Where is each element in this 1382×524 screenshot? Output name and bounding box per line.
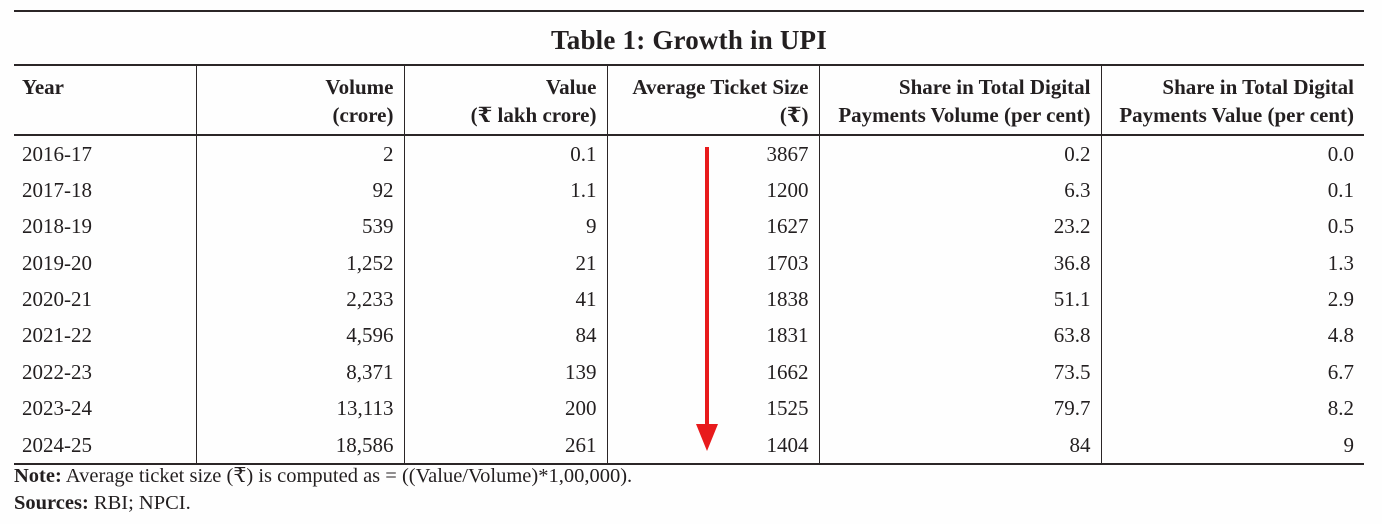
cell-value: 21 bbox=[403, 245, 607, 282]
table-row: 2017-18 92 1.1 1200 6.3 0.1 bbox=[14, 172, 1364, 209]
header-value-sublabel: (₹ lakh crore) bbox=[470, 102, 597, 127]
cell-volume: 8,371 bbox=[195, 354, 404, 391]
header-year: Year bbox=[14, 65, 196, 135]
cell-value: 41 bbox=[403, 281, 607, 318]
cell-volume: 2 bbox=[195, 134, 404, 173]
table-body: 2016-17 2 0.1 3867 0.2 0.0 2017-18 92 1.… bbox=[14, 134, 1364, 465]
header-share-value-label: Share in Total Digital bbox=[1162, 75, 1354, 99]
header-share-value: Share in Total Digital Payments Value (p… bbox=[1100, 65, 1364, 135]
cell-share-value: 2.9 bbox=[1100, 281, 1364, 318]
red-down-arrow-icon bbox=[705, 147, 709, 426]
table-row: 2022-23 8,371 139 1662 73.5 6.7 bbox=[14, 354, 1364, 391]
cell-year: 2017-18 bbox=[22, 177, 92, 202]
cell-avg-ticket-size: 1525 bbox=[606, 390, 819, 427]
header-share-value-sublabel: Payments Value (per cent) bbox=[1119, 102, 1354, 127]
cell-value: 0.1 bbox=[403, 134, 607, 173]
cell-volume: 1,252 bbox=[195, 245, 404, 282]
sources-text: RBI; NPCI. bbox=[88, 492, 191, 514]
cell-share-value: 0.5 bbox=[1100, 208, 1364, 246]
cell-value: 9 bbox=[403, 208, 607, 246]
header-row: Year Volume (crore) Value (₹ lakh crore)… bbox=[14, 65, 1364, 135]
cell-volume: 2,233 bbox=[195, 281, 404, 318]
cell-share-volume: 63.8 bbox=[818, 317, 1101, 355]
cell-year: 2022-23 bbox=[22, 359, 92, 384]
cell-volume: 539 bbox=[195, 208, 404, 246]
cell-avg-ticket-size: 1662 bbox=[606, 354, 819, 391]
cell-share-volume: 6.3 bbox=[818, 172, 1101, 209]
note-label: Note: bbox=[14, 465, 62, 487]
cell-share-volume: 0.2 bbox=[818, 134, 1101, 173]
cell-share-value: 8.2 bbox=[1100, 390, 1364, 427]
cell-value: 1.1 bbox=[403, 172, 607, 209]
header-value-label: Value bbox=[545, 75, 597, 99]
cell-share-volume: 84 bbox=[818, 426, 1101, 465]
header-volume: Volume (crore) bbox=[195, 65, 404, 135]
cell-year: 2020-21 bbox=[22, 287, 92, 312]
upi-growth-table: Year Volume (crore) Value (₹ lakh crore)… bbox=[14, 64, 1364, 465]
cell-value: 84 bbox=[403, 317, 607, 355]
cell-share-volume: 51.1 bbox=[818, 281, 1101, 318]
table-row: 2020-21 2,233 41 1838 51.1 2.9 bbox=[14, 281, 1364, 318]
cell-share-value: 1.3 bbox=[1100, 245, 1364, 282]
cell-value: 200 bbox=[403, 390, 607, 427]
cell-year: 2016-17 bbox=[22, 141, 92, 166]
header-avg-ticket-size-label: Average Ticket Size bbox=[632, 75, 809, 99]
cell-avg-ticket-size: 3867 bbox=[606, 134, 819, 173]
header-avg-ticket-size-sublabel: (₹) bbox=[779, 102, 809, 127]
cell-share-value: 0.1 bbox=[1100, 172, 1364, 209]
cell-avg-ticket-size: 1703 bbox=[606, 245, 819, 282]
table-row: 2023-24 13,113 200 1525 79.7 8.2 bbox=[14, 390, 1364, 427]
table-sources: Sources: RBI; NPCI. bbox=[14, 491, 1374, 517]
table-row: 2021-22 4,596 84 1831 63.8 4.8 bbox=[14, 317, 1364, 355]
header-volume-label: Volume bbox=[325, 75, 394, 99]
red-down-arrowhead-icon bbox=[696, 424, 718, 451]
sources-label: Sources: bbox=[14, 492, 89, 514]
cell-avg-ticket-size: 1627 bbox=[606, 208, 819, 246]
cell-share-value: 0.0 bbox=[1100, 134, 1364, 173]
table-row: 2016-17 2 0.1 3867 0.2 0.0 bbox=[14, 134, 1364, 173]
header-avg-ticket-size: Average Ticket Size (₹) bbox=[606, 65, 819, 135]
table-header: Year Volume (crore) Value (₹ lakh crore)… bbox=[14, 65, 1364, 135]
cell-year: 2019-20 bbox=[22, 250, 92, 275]
cell-avg-ticket-size: 1200 bbox=[606, 172, 819, 209]
header-year-label: Year bbox=[22, 75, 64, 99]
cell-avg-ticket-size: 1838 bbox=[606, 281, 819, 318]
header-volume-sublabel: (crore) bbox=[332, 102, 394, 127]
cell-share-volume: 36.8 bbox=[818, 245, 1101, 282]
cell-year: 2024-25 bbox=[22, 432, 92, 457]
table-row: 2018-19 539 9 1627 23.2 0.5 bbox=[14, 208, 1364, 246]
header-share-volume: Share in Total Digital Payments Volume (… bbox=[818, 65, 1101, 135]
cell-share-volume: 79.7 bbox=[818, 390, 1101, 427]
cell-volume: 4,596 bbox=[195, 317, 404, 355]
table-row: 2024-25 18,586 261 1404 84 9 bbox=[14, 426, 1364, 465]
header-share-volume-sublabel: Payments Volume (per cent) bbox=[838, 102, 1091, 127]
cell-volume: 18,586 bbox=[195, 426, 404, 465]
cell-value: 261 bbox=[403, 426, 607, 465]
table-row: 2019-20 1,252 21 1703 36.8 1.3 bbox=[14, 245, 1364, 282]
header-share-volume-label: Share in Total Digital bbox=[898, 75, 1091, 99]
cell-share-value: 9 bbox=[1100, 426, 1364, 465]
note-text: Average ticket size (₹) is computed as =… bbox=[61, 465, 633, 487]
top-rule bbox=[14, 10, 1364, 12]
cell-year: 2018-19 bbox=[22, 214, 92, 239]
cell-share-volume: 23.2 bbox=[818, 208, 1101, 246]
cell-avg-ticket-size: 1831 bbox=[606, 317, 819, 355]
cell-volume: 92 bbox=[195, 172, 404, 209]
cell-volume: 13,113 bbox=[195, 390, 404, 427]
table-note: Note: Average ticket size (₹) is compute… bbox=[14, 464, 1374, 490]
cell-share-value: 6.7 bbox=[1100, 354, 1364, 391]
cell-value: 139 bbox=[403, 354, 607, 391]
header-value: Value (₹ lakh crore) bbox=[403, 65, 607, 135]
cell-year: 2023-24 bbox=[22, 396, 92, 421]
table-title: Table 1: Growth in UPI bbox=[551, 25, 827, 55]
cell-share-volume: 73.5 bbox=[818, 354, 1101, 391]
cell-year: 2021-22 bbox=[22, 323, 92, 348]
cell-share-value: 4.8 bbox=[1100, 317, 1364, 355]
